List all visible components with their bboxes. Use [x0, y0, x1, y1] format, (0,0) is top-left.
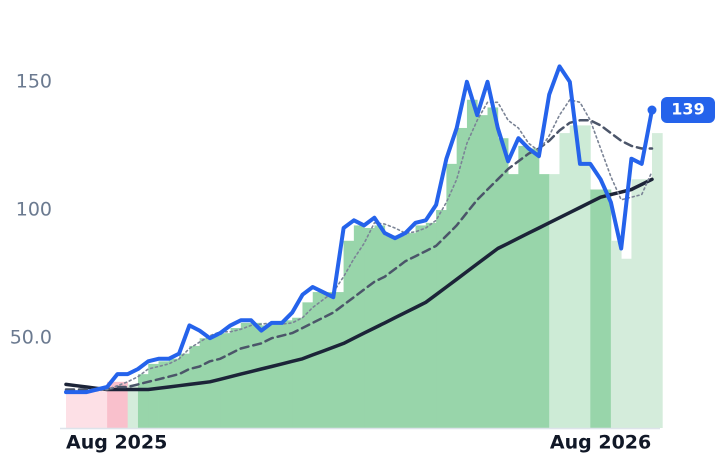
background-bar: [117, 381, 129, 428]
background-bar: [168, 358, 180, 428]
background-bar: [107, 381, 118, 428]
background-bar: [292, 317, 303, 428]
background-bar: [497, 138, 509, 428]
series-line: [64, 177, 654, 392]
x-tick-label: Aug 2025: [66, 432, 167, 454]
background-bar: [569, 125, 581, 428]
last-value-dot: [647, 105, 657, 115]
background-bar: [590, 189, 601, 428]
background-bar: [323, 292, 334, 428]
background-bar: [466, 99, 478, 428]
background-bar: [333, 292, 344, 428]
background-bar: [189, 345, 201, 428]
background-bar: [610, 240, 622, 428]
background-bar: [600, 189, 612, 428]
series-line: [65, 99, 653, 393]
background-bar: [621, 258, 632, 428]
last-value-badge: [661, 97, 715, 124]
background-bar: [405, 233, 416, 428]
background-bar: [76, 392, 87, 428]
background-bar: [436, 210, 447, 428]
background-bar: [261, 325, 273, 428]
background-bar: [508, 174, 519, 428]
background-bar: [477, 115, 488, 428]
background-bar: [353, 225, 365, 428]
background-bar: [487, 107, 499, 429]
background-bar: [456, 127, 468, 428]
background-bar: [425, 222, 437, 428]
background-bar: [271, 322, 283, 428]
background-bar: [220, 333, 231, 428]
background-bar: [580, 125, 591, 428]
background-bar: [158, 361, 170, 428]
background-bar: [631, 179, 643, 428]
background-bar: [127, 384, 139, 428]
background-bar: [538, 174, 550, 428]
background-bar: [652, 133, 663, 428]
background-bar: [281, 320, 293, 428]
background-bar: [148, 363, 159, 428]
background-bar: [415, 225, 427, 428]
background-bar: [240, 322, 252, 428]
background-bar: [518, 145, 530, 428]
background-bar: [446, 163, 458, 428]
y-tick-label: 100: [16, 199, 52, 221]
y-tick-label: 150: [16, 70, 52, 92]
background-bar: [302, 302, 314, 428]
background-bar: [312, 292, 324, 428]
background-bar: [66, 392, 77, 428]
y-tick-label: 50.0: [10, 327, 52, 349]
background-bar: [251, 322, 262, 428]
background-bar: [384, 235, 396, 428]
background-bar: [549, 174, 560, 428]
background-bar: [179, 353, 190, 428]
background-bar: [528, 148, 540, 429]
background-bar: [96, 389, 108, 428]
background-bar: [394, 235, 406, 428]
last-value-label: 139: [671, 100, 704, 119]
background-bar: [86, 392, 98, 428]
x-tick-label: Aug 2026: [550, 432, 651, 454]
background-bar: [343, 240, 355, 428]
background-bar: [559, 133, 571, 428]
series-line: [64, 64, 654, 395]
background-bar: [230, 327, 242, 428]
background-bar: [137, 374, 149, 428]
background-bar: [641, 179, 653, 428]
series-line: [64, 119, 654, 391]
background-bar: [364, 227, 375, 428]
